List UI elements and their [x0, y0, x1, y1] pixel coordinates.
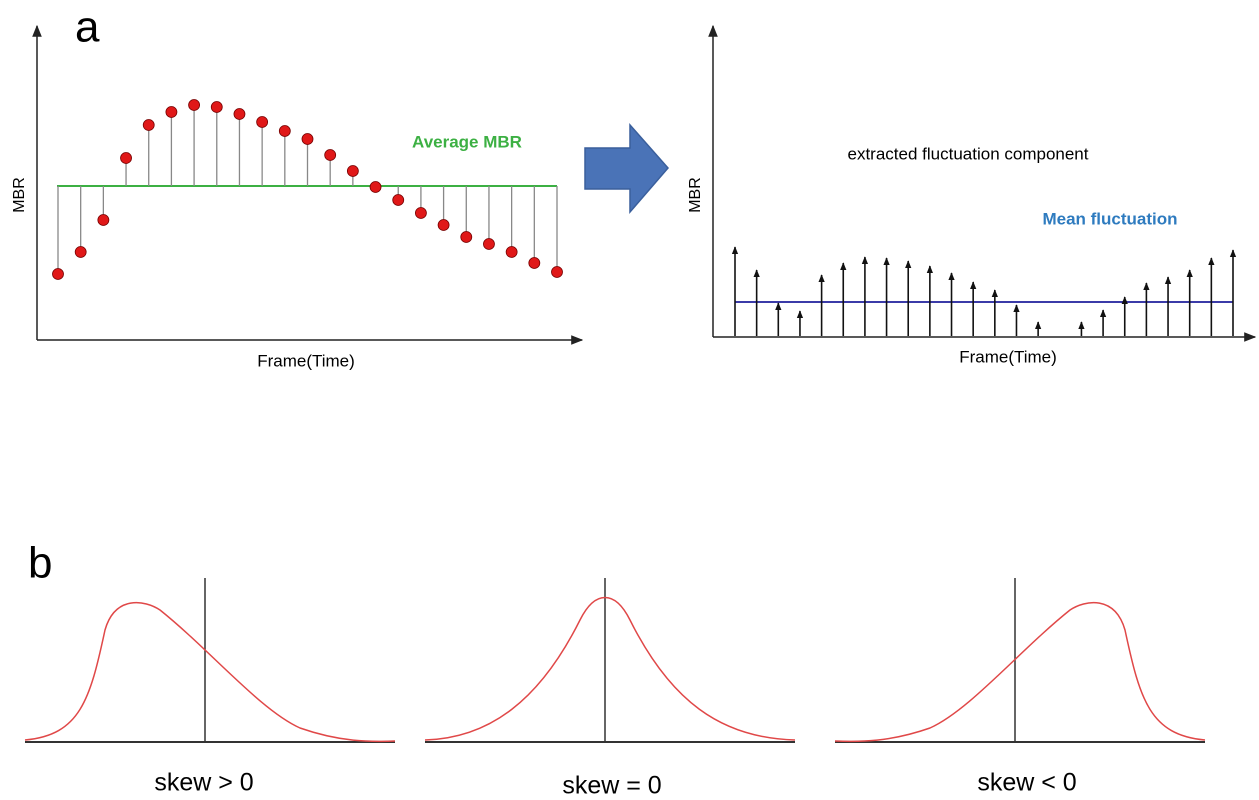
- dot: [528, 257, 541, 269]
- right-plot: MBR Frame(Time) extracted fluctuation co…: [687, 24, 1257, 366]
- y-label: MBR: [11, 177, 28, 213]
- annotation: Average MBR: [412, 132, 522, 151]
- dot: [142, 119, 155, 131]
- annotation: Mean fluctuation: [1042, 209, 1177, 228]
- panel-letter: b: [28, 539, 52, 588]
- dot: [278, 125, 291, 137]
- dot: [505, 246, 518, 258]
- skew-label: skew > 0: [154, 769, 253, 797]
- dot: [120, 152, 132, 164]
- dot: [74, 246, 87, 258]
- curve: [424, 596, 796, 741]
- skew-label: skew < 0: [977, 769, 1076, 797]
- dot: [256, 116, 269, 128]
- curve: [24, 601, 396, 743]
- dot: [324, 149, 337, 161]
- title: extracted fluctuation component: [848, 144, 1089, 163]
- panel-letter: a: [75, 3, 100, 52]
- dot: [415, 207, 427, 219]
- dot: [483, 238, 495, 250]
- dot: [188, 99, 200, 111]
- x-label: Frame(Time): [257, 351, 355, 370]
- arrow: [584, 123, 669, 215]
- dot: [460, 231, 473, 243]
- x-label: Frame(Time): [959, 347, 1057, 366]
- dot: [392, 194, 405, 206]
- dot: [346, 165, 359, 177]
- dot: [369, 181, 382, 193]
- curve: [834, 601, 1206, 743]
- dot: [52, 268, 64, 280]
- skew-label: skew = 0: [562, 772, 661, 800]
- y-label: MBR: [687, 177, 704, 213]
- dot: [210, 101, 223, 113]
- dot: [233, 108, 246, 120]
- dot: [301, 133, 314, 145]
- dot: [551, 266, 563, 278]
- dot: [97, 214, 110, 226]
- left-plot: MBR Frame(Time) Average MBR: [11, 24, 584, 370]
- dot: [437, 219, 450, 231]
- dot: [165, 106, 178, 118]
- skew-plots: skew > 0 skew = 0 skew < 0: [24, 578, 1206, 800]
